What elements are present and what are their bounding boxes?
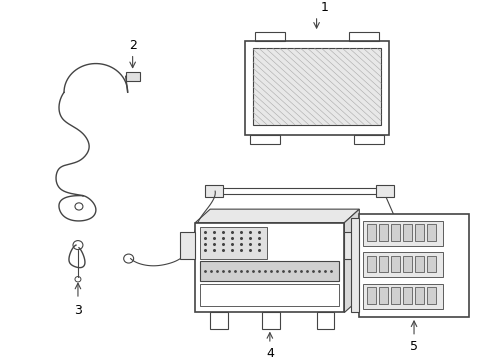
- Bar: [316, 312, 334, 329]
- Circle shape: [441, 285, 465, 307]
- Bar: [390, 224, 399, 240]
- Bar: [366, 287, 375, 303]
- Bar: [366, 224, 375, 240]
- Bar: [249, 135, 279, 144]
- Bar: [402, 256, 411, 272]
- Bar: [200, 227, 266, 258]
- Polygon shape: [195, 209, 359, 222]
- Text: 5: 5: [409, 340, 417, 354]
- Bar: [351, 218, 359, 312]
- Bar: [125, 72, 139, 81]
- Bar: [426, 256, 435, 272]
- Circle shape: [448, 292, 458, 301]
- Bar: [390, 287, 399, 303]
- Bar: [195, 222, 344, 312]
- Bar: [414, 287, 423, 303]
- Bar: [205, 185, 223, 198]
- Bar: [200, 261, 339, 281]
- Text: 1: 1: [320, 1, 328, 14]
- Circle shape: [441, 254, 465, 276]
- Bar: [390, 256, 399, 272]
- Bar: [200, 284, 339, 306]
- Bar: [363, 284, 442, 309]
- Bar: [379, 224, 387, 240]
- Bar: [414, 224, 423, 240]
- Bar: [210, 312, 227, 329]
- Text: 4: 4: [265, 347, 273, 360]
- Bar: [426, 287, 435, 303]
- Bar: [363, 221, 442, 246]
- Bar: [375, 185, 393, 198]
- Bar: [379, 287, 387, 303]
- Bar: [254, 32, 284, 41]
- Bar: [402, 287, 411, 303]
- Text: 3: 3: [74, 303, 81, 316]
- Bar: [252, 48, 381, 125]
- Circle shape: [441, 222, 465, 244]
- Bar: [262, 312, 279, 329]
- Bar: [379, 256, 387, 272]
- Bar: [363, 252, 442, 278]
- Circle shape: [448, 229, 458, 238]
- Text: 2: 2: [128, 39, 136, 52]
- Bar: [414, 256, 423, 272]
- Bar: [344, 231, 359, 258]
- Bar: [354, 135, 384, 144]
- Bar: [366, 256, 375, 272]
- Bar: [426, 224, 435, 240]
- Bar: [349, 32, 379, 41]
- Circle shape: [448, 260, 458, 269]
- Bar: [402, 224, 411, 240]
- Bar: [180, 231, 195, 258]
- Polygon shape: [344, 209, 359, 312]
- Bar: [359, 213, 468, 317]
- Bar: [244, 41, 388, 135]
